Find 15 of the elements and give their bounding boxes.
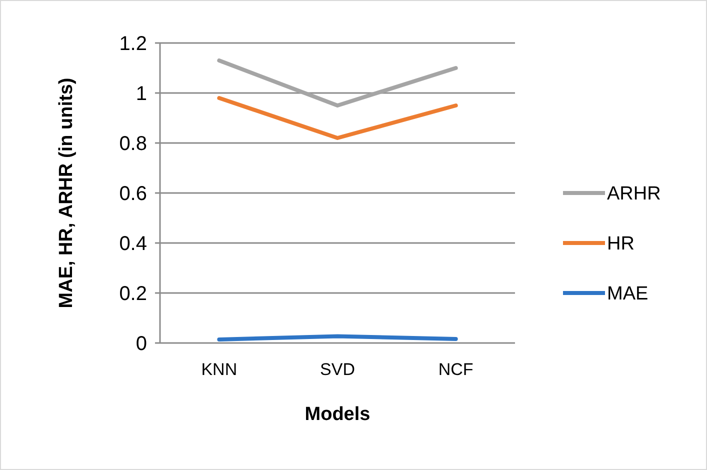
x-tick-label: NCF	[438, 360, 474, 379]
x-tick-label: KNN	[201, 360, 238, 379]
y-tick-label: 1.2	[119, 33, 147, 55]
y-tick-label: 0.6	[119, 183, 147, 205]
y-tick-label: 0	[136, 333, 147, 355]
y-tick-label: 1	[136, 83, 147, 105]
legend-label: ARHR	[607, 184, 661, 205]
x-tick-label: SVD	[320, 360, 355, 379]
legend-label: HR	[607, 234, 634, 255]
x-axis-title: Models	[304, 404, 370, 425]
y-tick-label: 0.2	[119, 283, 147, 305]
legend-label: MAE	[607, 284, 648, 305]
y-tick-label: 0.8	[119, 133, 147, 155]
y-axis-title: MAE, HR, ARHR (in units)	[56, 78, 77, 308]
y-tick-label: 0.4	[119, 233, 147, 255]
